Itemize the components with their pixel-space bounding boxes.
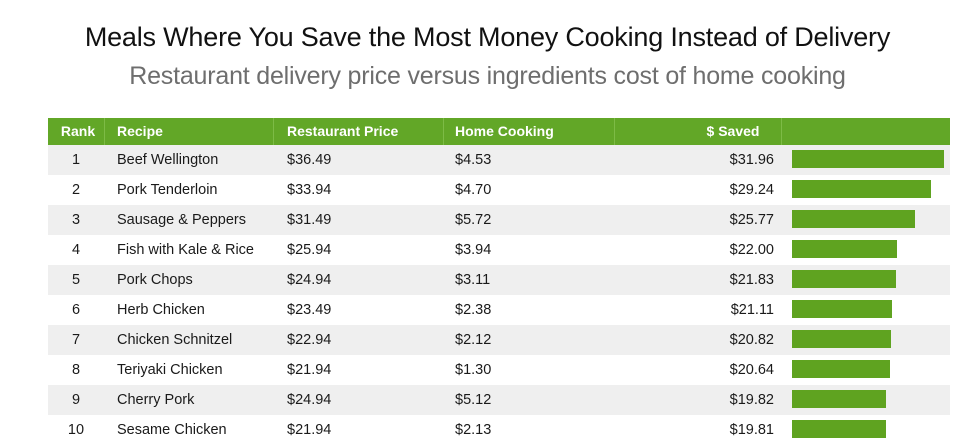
header-divider: [781, 118, 782, 145]
saved-cell: $21.11: [730, 302, 774, 318]
header-divider: [614, 118, 615, 145]
home-cooking-cell: $4.70: [455, 182, 492, 198]
table-header-row: Rank Recipe Restaurant Price Home Cookin…: [48, 118, 950, 145]
table-row: 6 Herb Chicken $23.49 $2.38 $21.11: [48, 295, 950, 325]
saved-bar: [792, 240, 897, 258]
home-cooking-cell: $1.30: [455, 362, 492, 378]
saved-cell: $29.24: [729, 182, 774, 198]
home-cooking-cell: $3.11: [455, 272, 491, 288]
table-row: 8 Teriyaki Chicken $21.94 $1.30 $20.64: [48, 355, 950, 385]
saved-bar: [792, 270, 896, 288]
saved-bar: [792, 180, 931, 198]
recipe-cell: Herb Chicken: [117, 302, 205, 318]
table-row: 3 Sausage & Peppers $31.49 $5.72 $25.77: [48, 205, 950, 235]
restaurant-price-cell: $36.49: [287, 152, 332, 168]
saved-cell: $21.83: [729, 272, 774, 288]
restaurant-price-cell: $21.94: [287, 422, 332, 438]
recipe-cell: Sesame Chicken: [117, 422, 227, 438]
rank-cell: 6: [71, 302, 81, 318]
rank-cell: 3: [71, 212, 81, 228]
header-divider: [273, 118, 274, 145]
home-cooking-cell: $5.12: [455, 392, 492, 408]
home-cooking-cell: $2.38: [455, 302, 492, 318]
home-cooking-cell: $2.12: [455, 332, 492, 348]
rank-cell: 1: [71, 152, 81, 168]
header-divider: [104, 118, 105, 145]
restaurant-price-cell: $25.94: [287, 242, 332, 258]
saved-cell: $19.82: [729, 392, 774, 408]
restaurant-price-cell: $22.94: [287, 332, 332, 348]
saved-bar: [792, 420, 886, 438]
restaurant-price-cell: $23.49: [287, 302, 332, 318]
recipe-cell: Sausage & Peppers: [117, 212, 246, 228]
restaurant-price-cell: $31.49: [287, 212, 332, 228]
recipe-cell: Pork Tenderloin: [117, 182, 218, 198]
rank-cell: 9: [71, 392, 81, 408]
saved-cell: $19.81: [729, 422, 774, 438]
rank-cell: 2: [71, 182, 81, 198]
recipe-cell: Cherry Pork: [117, 392, 195, 408]
restaurant-price-cell: $21.94: [287, 362, 332, 378]
recipe-cell: Teriyaki Chicken: [117, 362, 223, 378]
table-row: 7 Chicken Schnitzel $22.94 $2.12 $20.82: [48, 325, 950, 355]
column-header-restaurant-price: Restaurant Price: [287, 123, 399, 139]
table-row: 10 Sesame Chicken $21.94 $2.13 $19.81: [48, 415, 950, 445]
saved-bar: [792, 300, 892, 318]
home-cooking-cell: $4.53: [455, 152, 492, 168]
savings-table: Rank Recipe Restaurant Price Home Cookin…: [48, 118, 950, 445]
table-row: 5 Pork Chops $24.94 $3.11 $21.83: [48, 265, 950, 295]
column-header-recipe: Recipe: [117, 123, 163, 139]
recipe-cell: Fish with Kale & Rice: [117, 242, 254, 258]
column-header-saved: $ Saved: [706, 123, 760, 139]
restaurant-price-cell: $24.94: [287, 272, 332, 288]
column-header-home-cooking: Home Cooking: [455, 123, 554, 139]
rank-cell: 10: [67, 422, 85, 438]
rank-cell: 8: [71, 362, 81, 378]
chart-title: Meals Where You Save the Most Money Cook…: [84, 22, 891, 52]
chart-subtitle: Restaurant delivery price versus ingredi…: [129, 62, 846, 90]
header-divider: [443, 118, 444, 145]
column-header-rank: Rank: [60, 123, 96, 139]
saved-bar: [792, 150, 944, 168]
saved-cell: $20.82: [729, 332, 774, 348]
home-cooking-cell: $3.94: [455, 242, 492, 258]
table-row: 1 Beef Wellington $36.49 $4.53 $31.96: [48, 145, 950, 175]
rank-cell: 5: [71, 272, 81, 288]
home-cooking-cell: $5.72: [455, 212, 492, 228]
restaurant-price-cell: $33.94: [287, 182, 332, 198]
saved-bar: [792, 360, 890, 378]
rank-cell: 4: [71, 242, 81, 258]
saved-cell: $25.77: [729, 212, 774, 228]
table-row: 2 Pork Tenderloin $33.94 $4.70 $29.24: [48, 175, 950, 205]
table-row: 9 Cherry Pork $24.94 $5.12 $19.82: [48, 385, 950, 415]
home-cooking-cell: $2.13: [455, 422, 492, 438]
saved-bar: [792, 330, 891, 348]
saved-cell: $22.00: [729, 242, 774, 258]
saved-bar: [792, 210, 915, 228]
rank-cell: 7: [71, 332, 81, 348]
saved-cell: $31.96: [729, 152, 774, 168]
recipe-cell: Pork Chops: [117, 272, 193, 288]
restaurant-price-cell: $24.94: [287, 392, 332, 408]
table-row: 4 Fish with Kale & Rice $25.94 $3.94 $22…: [48, 235, 950, 265]
recipe-cell: Beef Wellington: [117, 152, 219, 168]
saved-bar: [792, 390, 886, 408]
saved-cell: $20.64: [729, 362, 774, 378]
recipe-cell: Chicken Schnitzel: [117, 332, 233, 348]
